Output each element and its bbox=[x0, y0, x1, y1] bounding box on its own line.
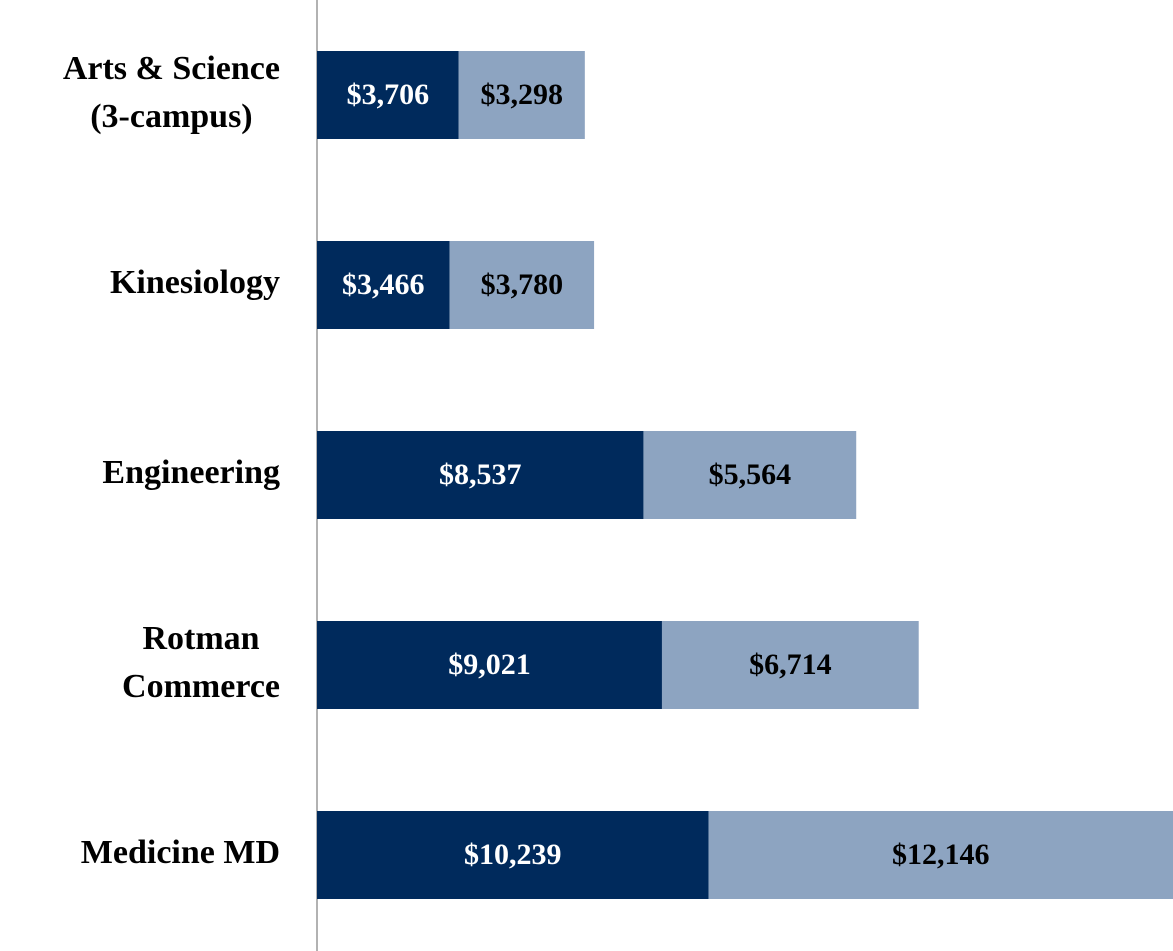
category-label: Arts & Science bbox=[63, 50, 280, 87]
bar-segment bbox=[449, 241, 595, 329]
bar-segment bbox=[317, 811, 709, 899]
category-label: Commerce bbox=[122, 668, 280, 705]
category-label: Medicine MD bbox=[81, 834, 280, 871]
bar-segment bbox=[317, 241, 450, 329]
category-label: Engineering bbox=[102, 454, 280, 491]
value-label: $3,780 bbox=[481, 268, 564, 301]
value-label: $10,239 bbox=[464, 838, 562, 871]
bar-segment bbox=[317, 51, 459, 139]
category-label: Kinesiology bbox=[110, 264, 280, 301]
value-label: $3,298 bbox=[481, 78, 564, 111]
value-label: $3,706 bbox=[347, 78, 430, 111]
bar-segment bbox=[458, 51, 585, 139]
value-label: $3,466 bbox=[342, 268, 425, 301]
bar-segment bbox=[317, 621, 662, 709]
category-label: Rotman bbox=[142, 620, 259, 657]
value-label: $6,714 bbox=[749, 648, 832, 681]
bar-segment bbox=[708, 811, 1173, 899]
bar-segment bbox=[317, 431, 644, 519]
value-label: $9,021 bbox=[448, 648, 531, 681]
value-label: $5,564 bbox=[709, 458, 792, 491]
value-label: $12,146 bbox=[892, 838, 990, 871]
bar-segment bbox=[643, 431, 857, 519]
value-label: $8,537 bbox=[439, 458, 522, 491]
category-label: (3-campus) bbox=[90, 98, 252, 135]
bar-segment bbox=[661, 621, 919, 709]
